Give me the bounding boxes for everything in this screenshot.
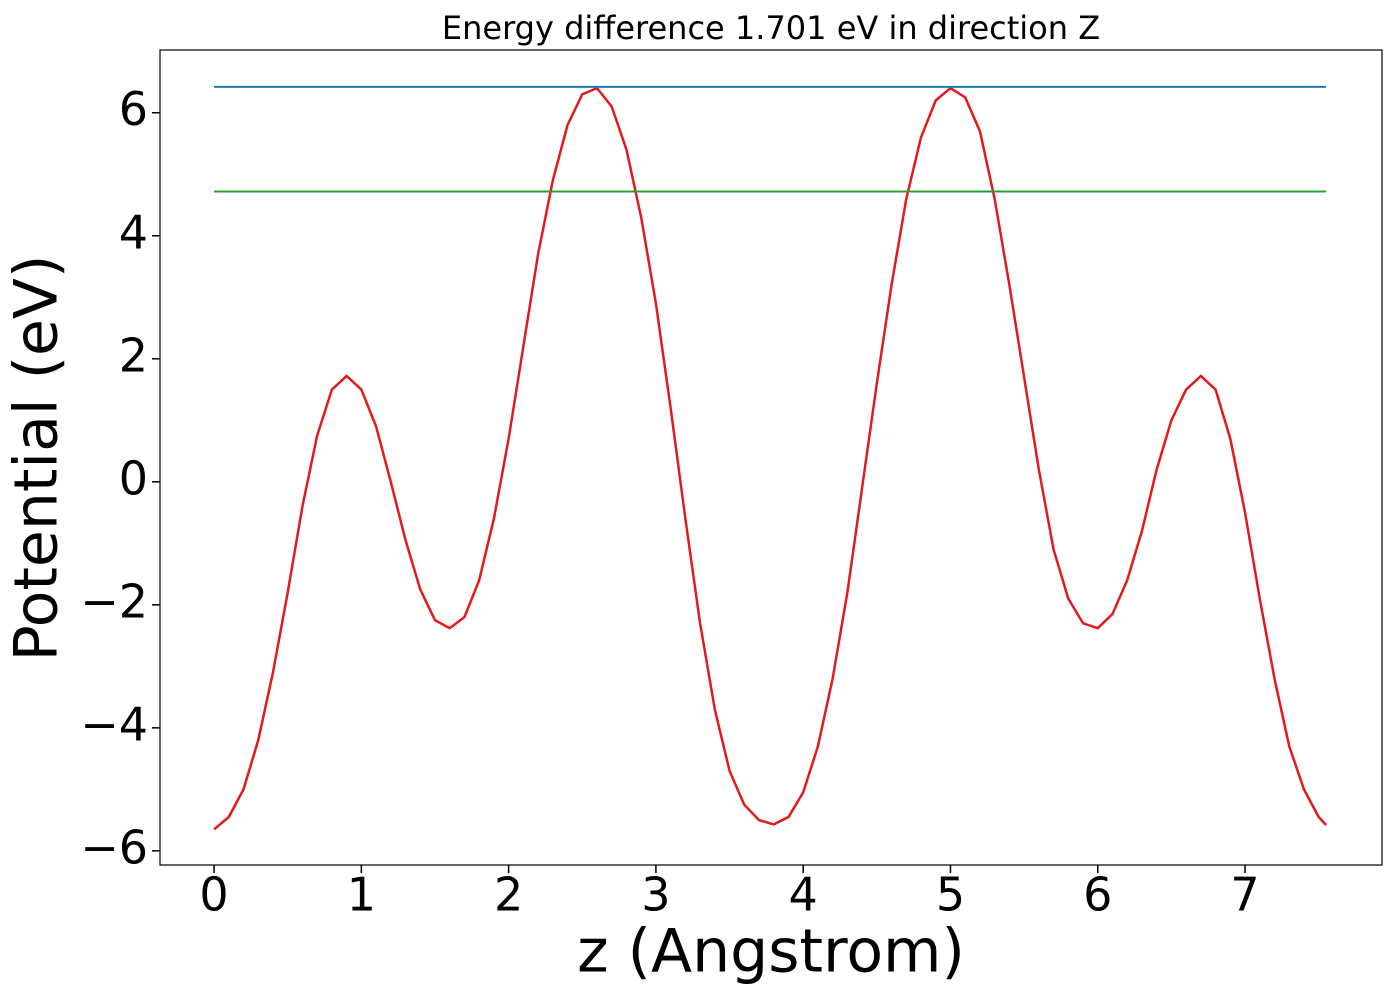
plot-frame	[159, 49, 1383, 866]
y-tick-label: −2	[80, 574, 148, 628]
series-line	[213, 86, 1327, 831]
x-tick-label: 5	[936, 868, 965, 922]
x-tick-label: 3	[641, 868, 670, 922]
y-tick-label: −6	[80, 820, 148, 874]
x-tick-label: 2	[494, 868, 523, 922]
x-tick-label: 0	[199, 868, 228, 922]
chart-title: Energy difference 1.701 eV in direction …	[442, 9, 1100, 47]
x-tick-label: 7	[1230, 868, 1259, 922]
y-tick-label: 2	[119, 328, 148, 382]
y-tick-label: 0	[119, 451, 148, 505]
x-axis-label: z (Angstrom)	[577, 917, 965, 987]
y-tick-label: −4	[80, 697, 148, 751]
y-axis-label: Potential (eV)	[2, 255, 72, 662]
x-tick-label: 1	[347, 868, 376, 922]
y-tick-label: 6	[119, 82, 148, 136]
y-tick-label: 4	[119, 205, 148, 259]
x-tick-label: 6	[1083, 868, 1112, 922]
x-tick-label: 4	[789, 868, 818, 922]
